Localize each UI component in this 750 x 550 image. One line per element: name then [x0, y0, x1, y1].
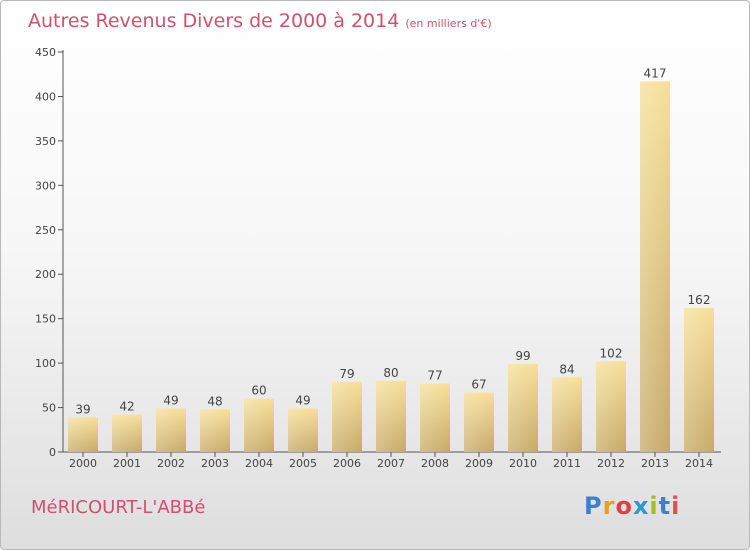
logo-letter: P — [584, 492, 603, 520]
logo-letter: r — [602, 492, 616, 520]
place-name: MéRICOURT-L'ABBé — [31, 497, 206, 518]
x-tick-label: 2005 — [289, 457, 317, 470]
bar-highlight — [552, 377, 582, 452]
data-label: 102 — [600, 346, 623, 360]
x-tick-label: 2003 — [201, 457, 229, 470]
data-label: 48 — [207, 394, 222, 408]
bar-highlight — [112, 414, 142, 452]
y-tick-label: 300 — [35, 179, 56, 192]
bar-highlight — [200, 409, 230, 452]
y-tick-label: 450 — [35, 46, 56, 59]
bar-highlight — [156, 408, 186, 452]
bar-highlight — [508, 364, 538, 452]
data-label: 77 — [427, 369, 442, 383]
logo-letter: x — [632, 492, 650, 520]
data-label: 84 — [559, 362, 574, 376]
proxiti-logo: Proxiti — [584, 492, 680, 520]
x-tick-label: 2007 — [377, 457, 405, 470]
x-tick-label: 2011 — [553, 457, 581, 470]
x-tick-label: 2014 — [685, 457, 713, 470]
x-tick-label: 2010 — [509, 457, 537, 470]
x-tick-label: 2004 — [245, 457, 273, 470]
bar-highlight — [464, 392, 494, 452]
y-tick-label: 150 — [35, 313, 56, 326]
x-tick-label: 2006 — [333, 457, 361, 470]
bar-highlight — [244, 398, 274, 452]
bar-highlight — [376, 380, 406, 452]
data-label: 162 — [688, 293, 711, 307]
data-label: 49 — [295, 393, 310, 407]
bar-highlight — [640, 81, 670, 452]
data-label: 67 — [471, 377, 486, 391]
logo-letter: t — [658, 492, 672, 520]
bar-highlight — [68, 417, 98, 452]
data-label: 99 — [515, 349, 530, 363]
x-tick-label: 2008 — [421, 457, 449, 470]
data-label: 417 — [644, 66, 667, 80]
x-tick-label: 2009 — [465, 457, 493, 470]
y-tick-label: 250 — [35, 224, 56, 237]
x-tick-label: 2013 — [641, 457, 669, 470]
data-label: 39 — [75, 402, 90, 416]
bar-highlight — [684, 308, 714, 452]
data-label: 79 — [339, 367, 354, 381]
y-tick-label: 200 — [35, 268, 56, 281]
data-label: 42 — [119, 400, 134, 414]
x-tick-label: 2000 — [69, 457, 97, 470]
bar-highlight — [332, 381, 362, 452]
data-label: 49 — [163, 393, 178, 407]
bar-highlight — [288, 408, 318, 452]
y-tick-label: 350 — [35, 135, 56, 148]
x-tick-label: 2001 — [113, 457, 141, 470]
chart-title: Autres Revenus Divers de 2000 à 2014 (en … — [28, 10, 492, 32]
data-label: 80 — [383, 366, 398, 380]
y-tick-label: 400 — [35, 90, 56, 103]
x-tick-label: 2012 — [597, 457, 625, 470]
logo-letter: i — [649, 492, 659, 520]
bar-highlight — [596, 361, 626, 452]
chart-title-unit: (en milliers d'€) — [405, 17, 492, 30]
y-tick-label: 50 — [42, 402, 56, 415]
chart-title-text: Autres Revenus Divers de 2000 à 2014 — [28, 10, 400, 32]
bar-highlight — [420, 383, 450, 452]
logo-letter: i — [671, 492, 681, 520]
data-label: 60 — [251, 384, 266, 398]
logo-letter: o — [615, 492, 633, 520]
y-tick-label: 100 — [35, 357, 56, 370]
y-tick-label: 0 — [49, 446, 56, 459]
x-tick-label: 2002 — [157, 457, 185, 470]
